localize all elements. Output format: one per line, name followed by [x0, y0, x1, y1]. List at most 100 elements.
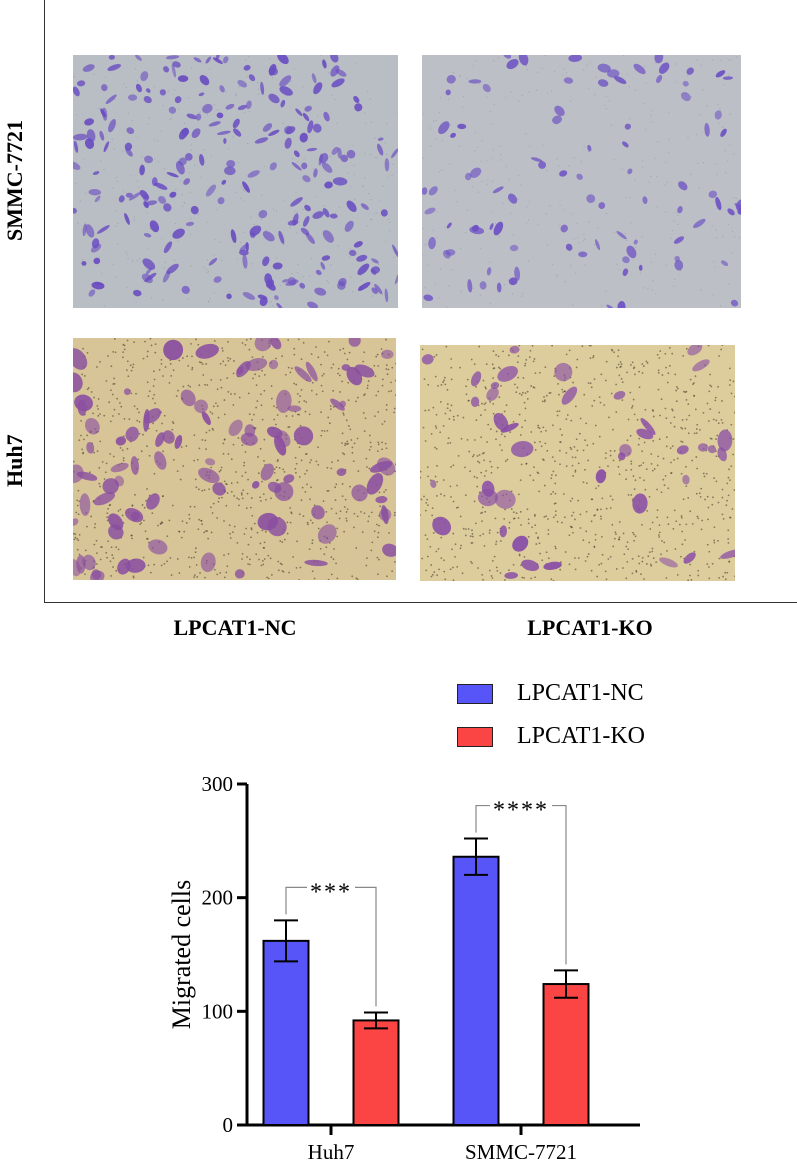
pore-dot: [312, 168, 315, 170]
pore-dot: [446, 388, 449, 391]
pore-dot: [119, 508, 122, 511]
stained-cell: [258, 210, 268, 219]
pore-dot: [426, 466, 429, 469]
pore-dot: [195, 564, 198, 566]
pore-dot: [565, 353, 568, 356]
pore-dot: [335, 512, 338, 515]
pore-dot: [499, 367, 502, 370]
pore-dot: [258, 558, 260, 561]
pore-dot: [630, 463, 633, 465]
pore-dot: [717, 103, 719, 106]
pore-dot: [595, 76, 597, 78]
pore-dot: [504, 508, 506, 511]
pore-dot: [201, 523, 203, 526]
pore-dot: [246, 556, 248, 558]
pore-dot: [288, 425, 291, 428]
pore-dot: [205, 448, 207, 451]
pore-dot: [641, 166, 644, 168]
pore-dot: [583, 240, 585, 242]
pore-dot: [83, 158, 85, 160]
pore-dot: [720, 304, 722, 307]
pore-dot: [139, 258, 141, 260]
stained-cell: [73, 372, 83, 393]
pore-dot: [420, 498, 423, 501]
pore-dot: [117, 510, 120, 512]
pore-dot: [728, 367, 731, 370]
pore-dot: [323, 351, 326, 353]
pore-dot: [210, 154, 212, 157]
pore-dot: [574, 405, 577, 408]
pore-dot: [321, 390, 324, 393]
pore-dot: [696, 59, 698, 61]
pore-dot: [724, 571, 727, 574]
pore-dot: [462, 416, 465, 419]
pore-dot: [270, 301, 272, 303]
stained-cell: [254, 137, 269, 144]
pore-dot: [170, 374, 173, 377]
pore-dot: [377, 443, 380, 446]
pore-dot: [225, 91, 227, 93]
pore-dot: [549, 392, 552, 394]
pore-dot: [689, 378, 692, 381]
pore-dot: [721, 421, 724, 424]
stained-cell: [110, 462, 129, 473]
pore-dot: [467, 399, 470, 402]
pore-dot: [348, 256, 351, 258]
stained-cell: [391, 148, 398, 159]
pore-dot: [535, 532, 538, 534]
pore-dot: [627, 418, 630, 421]
pore-dot: [552, 579, 555, 581]
pore-dot: [425, 569, 428, 572]
stained-cell: [354, 103, 363, 112]
pore-dot: [673, 416, 676, 419]
pore-dot: [657, 140, 659, 143]
pore-dot: [496, 531, 499, 534]
pore-dot: [489, 303, 492, 305]
stained-cell: [73, 518, 79, 526]
stained-cell: [421, 354, 434, 365]
pore-dot: [479, 534, 482, 537]
stained-cell: [103, 141, 110, 153]
stained-cell: [302, 112, 310, 122]
pore-dot: [681, 441, 684, 443]
pore-dot: [436, 574, 438, 577]
pore-dot: [526, 390, 529, 393]
stained-cell: [171, 63, 176, 78]
pore-dot: [109, 420, 112, 423]
pore-dot: [226, 377, 229, 379]
pore-dot: [685, 523, 688, 526]
pore-dot: [464, 528, 467, 531]
pore-dot: [228, 524, 231, 527]
pore-dot: [437, 548, 440, 550]
pore-dot: [480, 414, 482, 417]
stained-cell: [506, 58, 519, 70]
pore-dot: [375, 212, 377, 214]
pore-dot: [585, 530, 588, 533]
pore-dot: [145, 499, 147, 502]
pore-dot: [74, 183, 77, 185]
stained-cell: [598, 202, 606, 209]
pore-dot: [206, 384, 209, 386]
pore-dot: [571, 213, 573, 215]
stained-cell: [576, 173, 583, 180]
pore-dot: [117, 222, 119, 225]
pore-dot: [328, 72, 330, 74]
pore-dot: [249, 506, 252, 509]
stained-cell: [470, 371, 482, 387]
stained-cell: [278, 230, 285, 244]
pore-dot: [618, 536, 621, 539]
stained-cell: [280, 99, 286, 108]
pore-dot: [644, 488, 647, 491]
stained-cell: [101, 84, 108, 92]
pore-dot: [119, 402, 121, 404]
pore-dot: [449, 163, 451, 165]
stained-cell: [313, 168, 318, 178]
pore-dot: [471, 455, 474, 458]
pore-dot: [634, 373, 636, 376]
pore-dot: [482, 578, 484, 581]
pore-dot: [599, 401, 602, 404]
pore-dot: [353, 442, 356, 445]
stained-cell: [446, 222, 452, 229]
pore-dot: [147, 123, 149, 125]
pore-dot: [307, 523, 309, 526]
